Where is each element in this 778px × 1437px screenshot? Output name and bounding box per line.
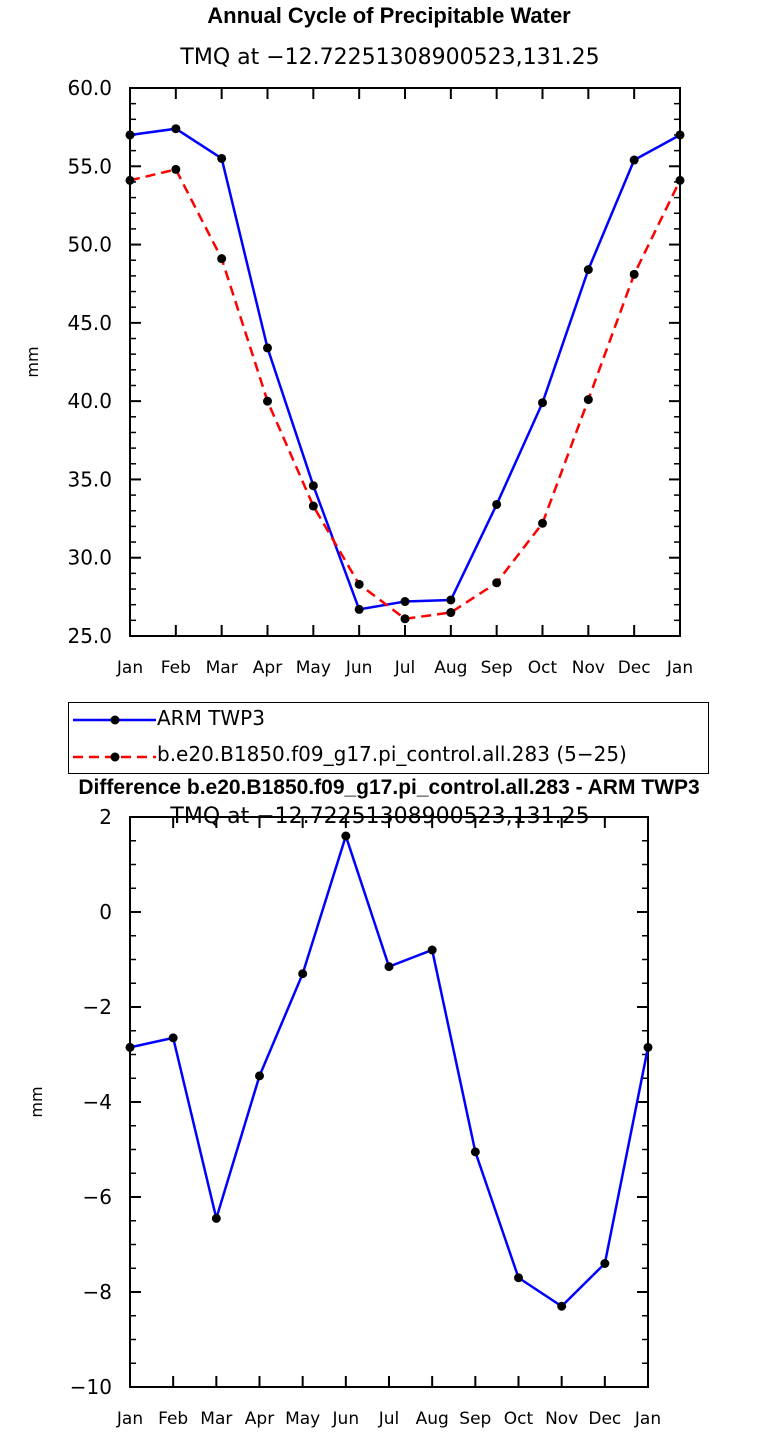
data-point-s0-5: [354, 604, 364, 614]
legend-marker-model: [110, 752, 120, 762]
data-point-s0-4: [298, 969, 308, 979]
chart1-legend: ARM TWP3 b.e20.B1850.f09_g17.pi_control.…: [68, 702, 709, 774]
data-point-s0-6: [384, 962, 394, 972]
data-point-s1-11: [629, 269, 639, 279]
x-tick-label-apr: Apr: [253, 658, 282, 678]
x-tick-label-sep: Sep: [481, 658, 513, 678]
x-tick-label-may: May: [285, 1409, 320, 1429]
data-point-s0-3: [263, 343, 272, 353]
data-point-s0-0: [125, 1042, 135, 1052]
chart1-subtitle: TMQ at −12.72251308900523,131.25: [180, 45, 600, 70]
y-tick-label: 50.0: [67, 233, 112, 257]
data-point-s0-12: [675, 130, 685, 140]
data-point-s0-1: [171, 124, 181, 134]
x-tick-label-jan: Jan: [634, 1409, 661, 1429]
legend-label-model: b.e20.B1850.f09_g17.pi_control.all.283 (…: [157, 742, 627, 766]
x-tick-label-oct: Oct: [504, 1409, 534, 1429]
x-tick-label-may: May: [296, 658, 331, 678]
data-point-s0-0: [125, 130, 135, 140]
y-tick-label: 55.0: [67, 154, 112, 178]
y-tick-label: 30.0: [67, 546, 112, 570]
y-tick-label: 0: [99, 900, 112, 924]
data-point-s0-11: [600, 1259, 610, 1268]
y-axis-label: mm: [23, 346, 42, 377]
x-tick-label-feb: Feb: [158, 1409, 188, 1429]
x-tick-label-jan: Jan: [116, 1409, 143, 1429]
data-point-s0-2: [211, 1213, 221, 1223]
series-line-0: [129, 831, 650, 1308]
data-point-s1-2: [217, 254, 227, 264]
data-point-s0-9: [514, 1273, 523, 1283]
data-point-s0-11: [629, 155, 639, 165]
y-tick-label: −8: [83, 1280, 112, 1304]
data-point-s1-4: [308, 501, 318, 511]
data-point-s0-1: [168, 1033, 178, 1043]
y-tick-label: 2: [99, 805, 112, 829]
data-point-s1-5: [354, 579, 364, 589]
data-point-s0-12: [643, 1042, 653, 1052]
x-tick-label-jun: Jun: [345, 658, 373, 678]
legend-marker-obs: [110, 715, 120, 725]
y-tick-label: 40.0: [67, 389, 112, 413]
x-tick-label-aug: Aug: [416, 1409, 449, 1429]
x-tick-label-jun: Jun: [332, 1409, 360, 1429]
x-tick-label-sep: Sep: [459, 1409, 491, 1429]
y-tick-label: 25.0: [67, 624, 112, 648]
data-point-s0-7: [427, 945, 437, 955]
data-point-s0-8: [492, 499, 502, 509]
data-point-s0-4: [308, 481, 318, 491]
x-tick-label-aug: Aug: [434, 658, 467, 678]
data-point-s1-0: [125, 175, 135, 185]
y-tick-label: 60.0: [67, 76, 112, 100]
x-tick-label-dec: Dec: [588, 1409, 621, 1429]
legend-label-obs: ARM TWP3: [157, 706, 265, 730]
data-point-s1-8: [492, 578, 502, 588]
x-tick-label-mar: Mar: [200, 1409, 232, 1429]
plot-frame: [129, 816, 649, 1388]
x-tick-label-mar: Mar: [206, 658, 238, 678]
data-point-s1-9: [538, 518, 547, 528]
chart2-title: Difference b.e20.B1850.f09_g17.pi_contro…: [78, 776, 700, 799]
x-tick-label-apr: Apr: [245, 1409, 274, 1429]
data-point-s1-3: [263, 396, 272, 406]
x-tick-label-jul: Jul: [378, 1409, 400, 1429]
data-point-s0-7: [446, 595, 456, 605]
x-tick-label-feb: Feb: [161, 658, 191, 678]
x-tick-label-jan: Jan: [116, 658, 143, 678]
data-point-s0-2: [217, 153, 227, 163]
y-tick-label: −6: [83, 1185, 112, 1209]
x-tick-label-jul: Jul: [394, 658, 416, 678]
data-point-s0-10: [583, 265, 593, 275]
y-tick-label: 35.0: [67, 467, 112, 491]
y-tick-label: −10: [70, 1375, 112, 1399]
data-point-s0-10: [557, 1301, 567, 1311]
x-tick-label-nov: Nov: [572, 658, 605, 678]
y-axis-label: mm: [27, 1086, 46, 1117]
data-point-s1-7: [446, 608, 456, 618]
data-point-s0-9: [538, 398, 547, 408]
data-point-s1-12: [675, 175, 685, 185]
y-tick-label: −4: [83, 1090, 112, 1114]
y-tick-label: −2: [83, 995, 112, 1019]
data-point-s0-5: [341, 831, 351, 841]
data-point-s0-8: [470, 1147, 480, 1157]
data-point-s1-1: [171, 164, 181, 174]
x-tick-label-jan: Jan: [666, 658, 693, 678]
data-point-s1-10: [583, 395, 593, 405]
chart1-title: Annual Cycle of Precipitable Water: [207, 3, 571, 28]
data-point-s0-3: [255, 1071, 264, 1081]
x-tick-label-nov: Nov: [545, 1409, 578, 1429]
x-tick-label-dec: Dec: [618, 658, 651, 678]
data-point-s1-6: [400, 614, 410, 624]
chart1-plot: 25.0 30.0 35.0 40.0 45.0 50.0 55.0 60.0 Jan Feb Ma…: [23, 76, 693, 678]
x-tick-label-oct: Oct: [528, 658, 558, 678]
data-point-s0-6: [400, 597, 410, 607]
y-tick-label: 45.0: [67, 311, 112, 335]
